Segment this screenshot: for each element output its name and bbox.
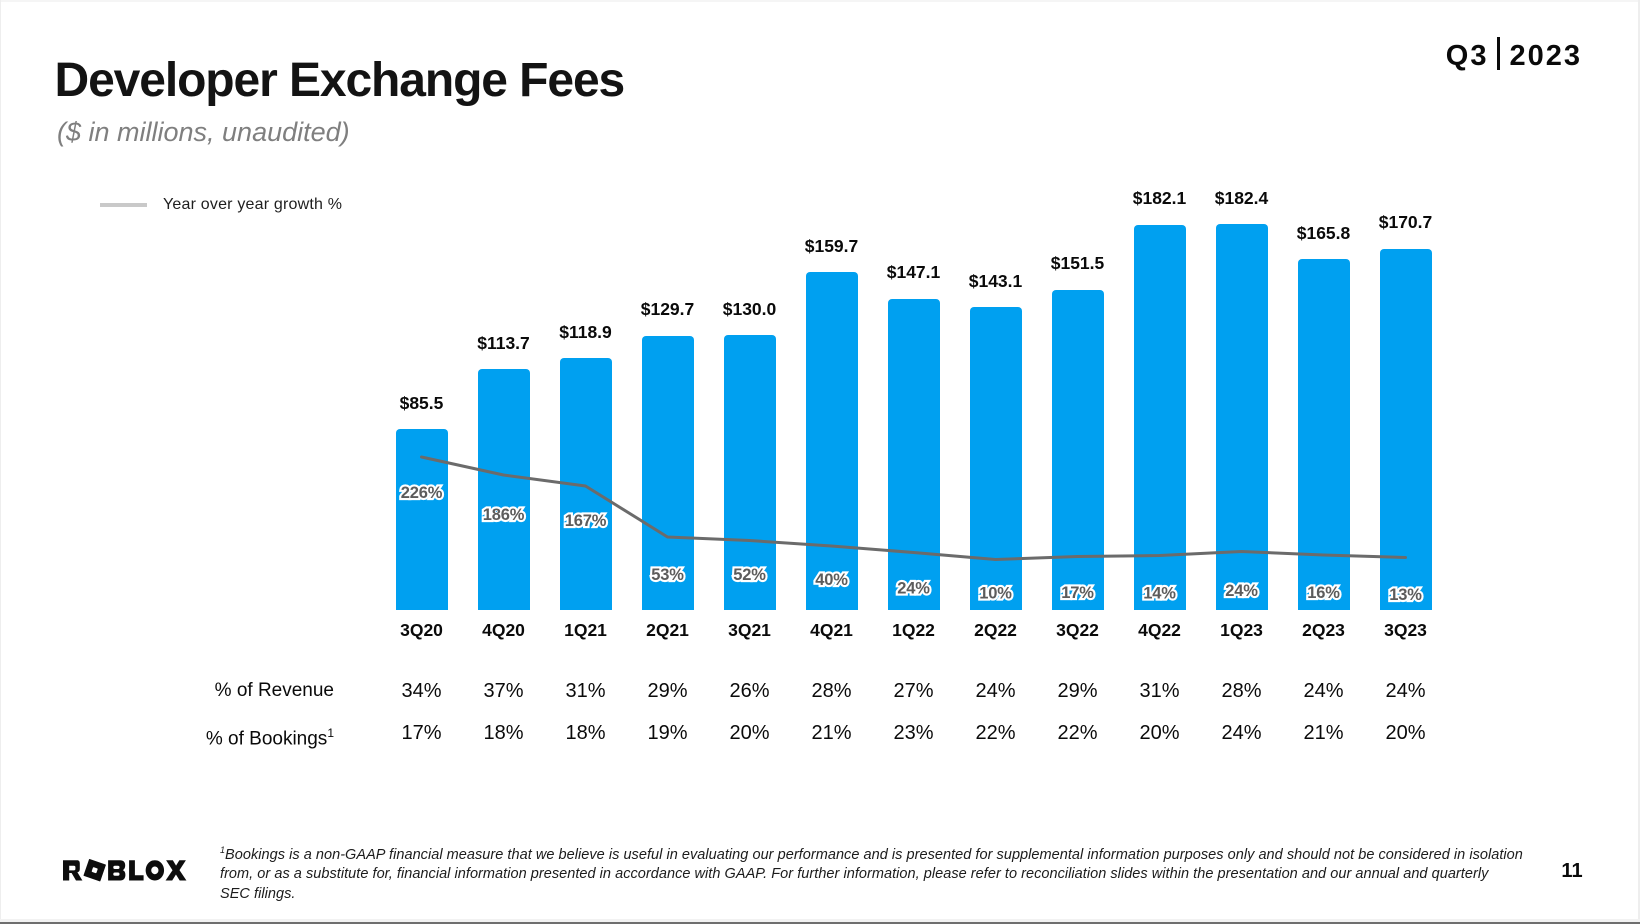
svg-text:24%: 24% <box>1225 582 1258 600</box>
svg-text:40%: 40% <box>815 571 848 589</box>
svg-text:16%: 16% <box>1307 584 1340 602</box>
svg-text:167%: 167% <box>565 512 607 530</box>
svg-text:53%: 53% <box>651 566 684 584</box>
svg-text:13%: 13% <box>1389 586 1422 604</box>
svg-text:10%: 10% <box>979 585 1012 603</box>
svg-text:24%: 24% <box>897 580 930 598</box>
svg-text:14%: 14% <box>1143 585 1176 603</box>
svg-text:17%: 17% <box>1061 584 1094 602</box>
svg-text:186%: 186% <box>483 506 525 524</box>
svg-text:226%: 226% <box>401 484 443 502</box>
svg-text:52%: 52% <box>733 566 766 584</box>
